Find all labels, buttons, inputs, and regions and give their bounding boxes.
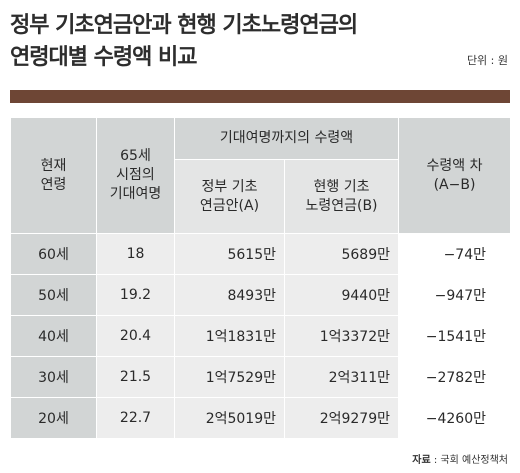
source-label: 자료 (412, 455, 431, 466)
gov-amount-cell: 2억5019만 (174, 397, 285, 439)
difference-cell: −2782만 (398, 356, 511, 398)
table-row: 60세 18 5615만 5689만 −74만 (10, 233, 511, 275)
age-cell: 30세 (10, 356, 97, 398)
unit-label: 단위 : 원 (466, 54, 508, 67)
source-text: : 국회 예산정책처 (430, 455, 508, 466)
expectancy-cell: 20.4 (96, 315, 175, 357)
header-current-plan: 현행 기초 노령연금(B) (284, 159, 399, 234)
current-amount-cell: 5689만 (284, 233, 399, 275)
gov-amount-cell: 1억1831만 (174, 315, 285, 357)
table-row: 40세 20.4 1억1831만 1억3372만 −1541만 (10, 315, 511, 357)
table-row: 30세 21.5 1억7529만 2억311만 −2782만 (10, 356, 511, 398)
difference-cell: −947만 (398, 274, 511, 316)
age-cell: 60세 (10, 233, 97, 275)
header-difference: 수령액 차 (A−B) (398, 117, 511, 234)
table-row: 50세 19.2 8493만 9440만 −947만 (10, 274, 511, 316)
age-cell: 50세 (10, 274, 97, 316)
expectancy-cell: 22.7 (96, 397, 175, 439)
gov-amount-cell: 5615만 (174, 233, 285, 275)
current-amount-cell: 2억9279만 (284, 397, 399, 439)
expectancy-cell: 19.2 (96, 274, 175, 316)
age-cell: 40세 (10, 315, 97, 357)
gov-amount-cell: 8493만 (174, 274, 285, 316)
top-decorative-bar (10, 90, 510, 103)
difference-cell: −1541만 (398, 315, 511, 357)
gov-amount-cell: 1억7529만 (174, 356, 285, 398)
age-cell: 20세 (10, 397, 97, 439)
header-life-expectancy: 65세 시점의 기대여명 (96, 117, 175, 234)
difference-cell: −74만 (398, 233, 511, 275)
current-amount-cell: 9440만 (284, 274, 399, 316)
table-row: 20세 22.7 2억5019만 2억9279만 −4260만 (10, 397, 511, 439)
header-group-benefit: 기대여명까지의 수령액 (174, 117, 399, 160)
expectancy-cell: 21.5 (96, 356, 175, 398)
comparison-table: 현재 연령 65세 시점의 기대여명 기대여명까지의 수령액 수령액 차 (A−… (10, 117, 511, 439)
chart-title: 정부 기초연금안과 현행 기초노령연금의 연령대별 수령액 비교 (10, 10, 510, 74)
current-amount-cell: 1억3372만 (284, 315, 399, 357)
difference-cell: −4260만 (398, 397, 511, 439)
header-gov-plan: 정부 기초 연금안(A) (174, 159, 285, 234)
title-line-2: 연령대별 수령액 비교 (10, 45, 197, 70)
current-amount-cell: 2억311만 (284, 356, 399, 398)
source-note: 자료 : 국회 예산정책처 (412, 451, 508, 466)
expectancy-cell: 18 (96, 233, 175, 275)
header-current-age: 현재 연령 (10, 117, 97, 234)
title-line-1: 정부 기초연금안과 현행 기초노령연금의 (10, 13, 358, 38)
